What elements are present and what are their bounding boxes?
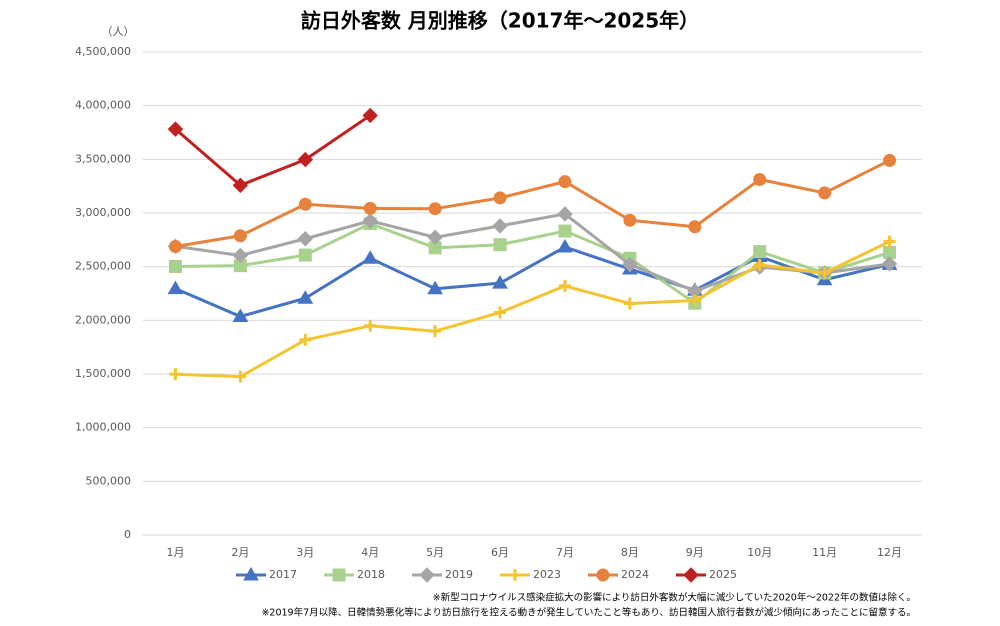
marker xyxy=(299,333,312,346)
legend-label: 2025 xyxy=(709,568,737,581)
marker xyxy=(427,229,443,246)
y-tick-label: 0 xyxy=(124,528,131,541)
marker xyxy=(818,186,832,200)
x-tick-label: 10月 xyxy=(747,546,772,559)
legend-item: 2024 xyxy=(588,568,649,582)
marker xyxy=(688,294,701,307)
marker xyxy=(509,569,521,581)
x-tick-label: 6月 xyxy=(491,546,509,559)
legend-label: 2019 xyxy=(445,568,473,581)
marker xyxy=(558,224,572,238)
chart-title: 訪日外客数 月別推移（2017年～2025年） xyxy=(301,9,699,33)
x-tick-label: 1月 xyxy=(166,546,184,559)
marker xyxy=(596,568,610,582)
marker xyxy=(234,370,247,383)
series-line xyxy=(175,240,891,379)
marker xyxy=(167,121,184,137)
marker xyxy=(428,202,442,216)
x-tick-label: 9月 xyxy=(686,546,704,559)
marker xyxy=(232,177,249,194)
marker xyxy=(557,239,573,253)
y-tick-label: 1,000,000 xyxy=(75,421,131,434)
marker xyxy=(688,220,702,234)
marker xyxy=(362,250,379,264)
note: ※2019年7月以降、日韓情勢悪化等により訪日旅行を控える動きが発生していたこと… xyxy=(261,607,916,619)
y-tick-label: 3,000,000 xyxy=(75,206,131,219)
legend-label: 2018 xyxy=(357,568,385,581)
y-unit: （人） xyxy=(102,25,135,38)
marker xyxy=(492,218,508,234)
x-tick-label: 4月 xyxy=(361,546,379,559)
legend-item: 2023 xyxy=(500,568,561,581)
marker xyxy=(558,175,572,189)
marker xyxy=(494,306,507,319)
marker xyxy=(297,151,313,168)
marker xyxy=(818,267,831,280)
x-tick-label: 5月 xyxy=(426,546,444,559)
x-tick-label: 12月 xyxy=(877,546,902,559)
marker xyxy=(169,368,182,381)
legend-item: 2019 xyxy=(412,567,473,583)
marker xyxy=(363,201,377,215)
x-tick-label: 8月 xyxy=(621,546,639,559)
marker xyxy=(364,319,377,332)
legend-label: 2017 xyxy=(269,568,297,581)
legend-label: 2024 xyxy=(621,568,649,581)
marker xyxy=(623,213,637,227)
marker xyxy=(168,239,182,253)
marker xyxy=(298,248,312,262)
note: ※新型コロナウイルス感染症拡大の影響により訪日外客数が大幅に減少していた2020… xyxy=(433,592,916,604)
marker xyxy=(362,213,378,229)
y-tick-label: 4,500,000 xyxy=(75,45,131,58)
marker xyxy=(753,245,767,259)
series-line xyxy=(175,222,890,305)
marker xyxy=(493,238,507,252)
marker xyxy=(232,247,249,264)
y-tick-label: 2,000,000 xyxy=(75,313,131,326)
marker xyxy=(622,256,638,273)
marker xyxy=(753,258,766,271)
marker xyxy=(883,235,896,248)
legend-label: 2023 xyxy=(533,568,561,581)
series-line xyxy=(174,245,890,318)
marker xyxy=(297,231,313,247)
marker xyxy=(362,107,378,124)
y-tick-label: 1,500,000 xyxy=(75,367,131,380)
marker xyxy=(753,172,767,186)
marker xyxy=(881,256,898,272)
y-tick-label: 500,000 xyxy=(86,474,132,487)
y-tick-label: 2,500,000 xyxy=(75,260,131,273)
marker xyxy=(332,568,346,582)
y-tick-label: 4,000,000 xyxy=(75,99,131,112)
series-line xyxy=(174,114,372,187)
marker xyxy=(168,260,182,274)
series-line xyxy=(175,159,891,248)
marker xyxy=(493,191,507,205)
marker xyxy=(298,197,312,211)
legend-item: 2018 xyxy=(324,568,385,582)
legend-item: 2017 xyxy=(236,567,297,581)
marker xyxy=(683,567,699,583)
x-tick-label: 3月 xyxy=(296,546,314,559)
marker xyxy=(492,275,508,289)
marker xyxy=(623,297,636,310)
marker xyxy=(429,325,442,338)
series-line xyxy=(175,212,890,293)
marker xyxy=(243,567,259,581)
marker xyxy=(427,280,443,295)
marker xyxy=(557,206,573,222)
marker xyxy=(233,229,247,243)
marker xyxy=(419,567,435,583)
y-tick-label: 3,500,000 xyxy=(75,152,131,165)
x-tick-label: 2月 xyxy=(231,546,249,559)
marker xyxy=(558,279,571,292)
marker xyxy=(297,290,314,304)
x-tick-label: 7月 xyxy=(556,546,574,559)
legend-item: 2025 xyxy=(676,567,737,583)
x-tick-label: 11月 xyxy=(812,546,837,559)
marker xyxy=(883,153,897,167)
marker xyxy=(232,308,249,322)
marker xyxy=(167,280,184,295)
